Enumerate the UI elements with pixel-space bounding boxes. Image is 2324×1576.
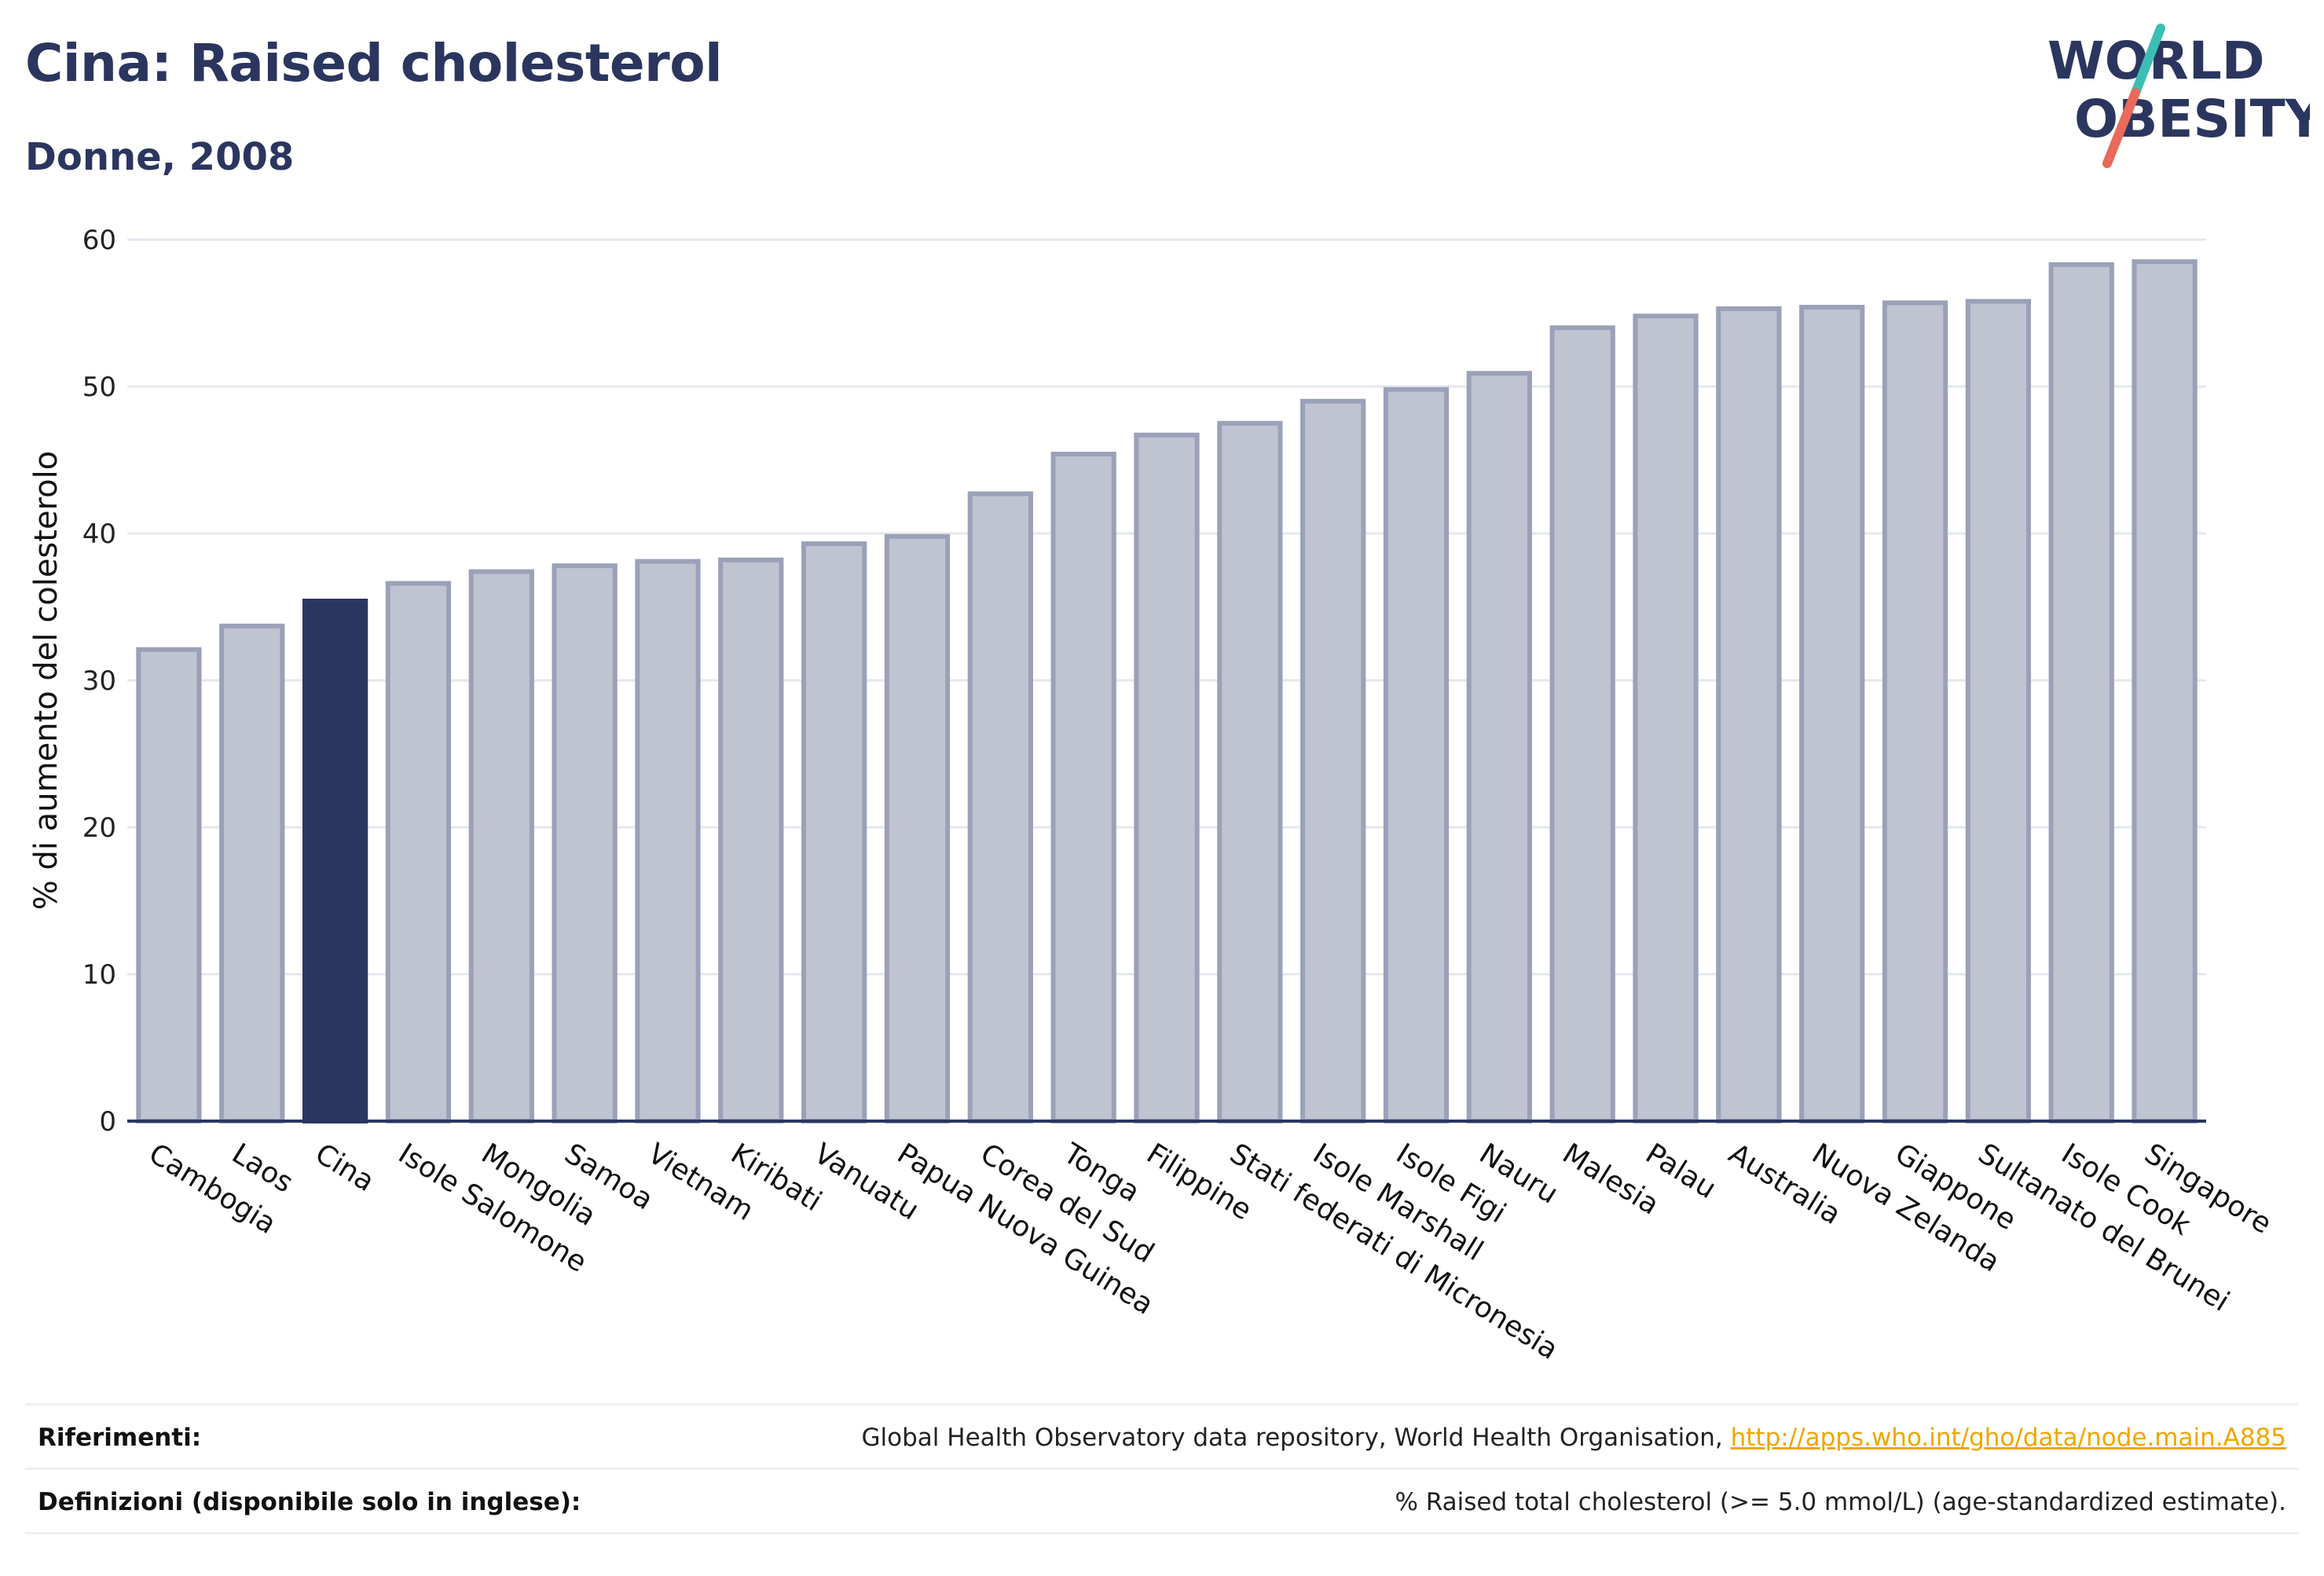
- bar-nauru: [1466, 371, 1532, 1124]
- bar-corea-del-sud: [967, 491, 1033, 1123]
- bar-isole-cook: [2048, 262, 2114, 1123]
- world-obesity-logo: WORLD OBESITY: [2047, 24, 2310, 168]
- bar-giappone: [1882, 300, 1948, 1123]
- x-tick-label: Cina: [310, 1138, 380, 1198]
- references-label: Riferimenti:: [38, 1424, 202, 1452]
- y-tick-label: 30: [82, 665, 116, 697]
- bar-tonga: [1050, 452, 1116, 1123]
- y-tick-label: 40: [82, 519, 116, 550]
- bar-isole-salomone: [385, 581, 452, 1123]
- bar-isole-figi: [1383, 387, 1450, 1123]
- bar-filippine: [1134, 432, 1200, 1123]
- bar-australia: [1716, 306, 1782, 1123]
- bar-stati-federati-di-micronesia: [1217, 420, 1283, 1123]
- footer-divider-middle: [25, 1468, 2299, 1470]
- references-link[interactable]: http://apps.who.int/gho/data/node.main.A…: [1730, 1424, 2286, 1452]
- references-text: Global Health Observatory data repositor…: [861, 1424, 1731, 1452]
- bar-nuova-zelanda: [1799, 305, 1865, 1123]
- y-tick-label: 10: [82, 959, 116, 991]
- bar-cina: [302, 599, 368, 1123]
- bar-samoa: [552, 563, 618, 1123]
- logo-slash-top: [2131, 24, 2165, 97]
- chart-title: Cina: Raised cholesterol: [25, 33, 723, 93]
- footer-divider-top: [25, 1403, 2299, 1406]
- bar-vietnam: [635, 559, 701, 1123]
- bar-vanuatu: [801, 541, 867, 1123]
- chart-subtitle: Donne, 2008: [25, 135, 295, 179]
- bar-sultanato-del-brunei: [1965, 299, 2032, 1123]
- bar-mongolia: [468, 569, 534, 1123]
- bar-isole-marshall: [1300, 398, 1366, 1123]
- references-value: Global Health Observatory data repositor…: [862, 1424, 2286, 1452]
- y-axis-label: % di aumento del colesterolo: [28, 451, 64, 910]
- bar-palau: [1633, 313, 1699, 1123]
- y-tick-label: 50: [82, 372, 116, 403]
- bar-papua-nuova-guinea: [884, 533, 951, 1123]
- y-tick-label: 60: [82, 225, 116, 256]
- y-tick-label: 20: [82, 812, 116, 844]
- definitions-value: % Raised total cholesterol (>= 5.0 mmol/…: [1395, 1488, 2286, 1516]
- y-tick-label: 0: [99, 1106, 116, 1138]
- bar-laos: [219, 623, 285, 1123]
- logo-slash-bottom: [2102, 88, 2140, 168]
- footer-divider-bottom: [25, 1532, 2299, 1534]
- bar-kiribati: [718, 557, 784, 1123]
- bar-malesia: [1549, 325, 1615, 1123]
- bar-singapore: [2132, 259, 2198, 1123]
- bar-chart: 0 10 20 30 40 50 60 % di aumento del colesterol…: [28, 225, 2277, 1366]
- definitions-label: Definizioni (disponibile solo in inglese…: [38, 1488, 581, 1516]
- bar-cambogia: [136, 647, 202, 1123]
